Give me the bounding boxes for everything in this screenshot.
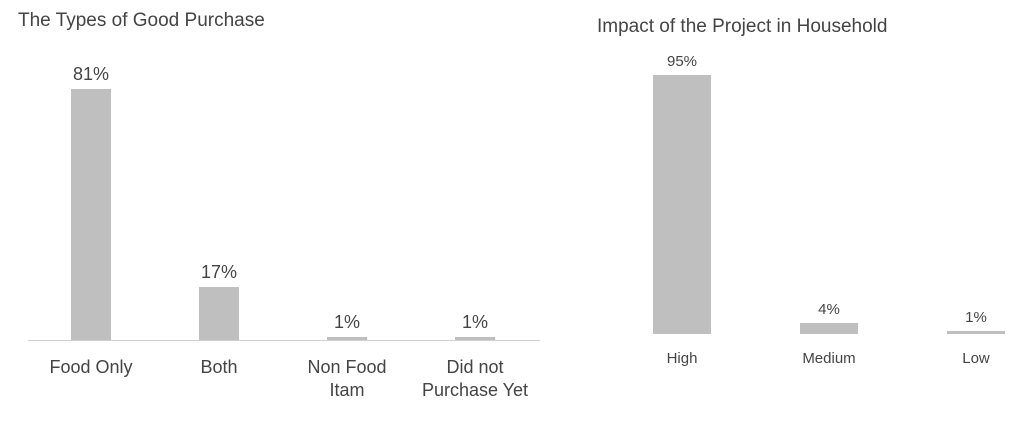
data-label: 17%: [200, 262, 238, 283]
bar: [199, 287, 239, 340]
data-label: 1%: [461, 311, 488, 332]
x-tick-label: Did not Purchase Yet: [421, 357, 529, 401]
data-label: 1%: [965, 309, 987, 327]
bar: [71, 88, 111, 340]
bar: [947, 331, 1005, 334]
data-label: 95%: [666, 52, 698, 70]
bar: [800, 323, 858, 334]
x-tick-label: Low: [962, 350, 990, 367]
axis-line: [28, 340, 540, 341]
x-tick-label: Food Only: [49, 357, 133, 377]
chart-title: The Types of Good Purchase: [18, 10, 265, 31]
bar: [653, 74, 711, 334]
data-label: 81%: [72, 63, 110, 84]
bar: [327, 336, 367, 340]
chart-title: Impact of the Project in Household: [597, 16, 888, 37]
x-tick-label: Non Food Itam: [307, 357, 387, 401]
data-label: 1%: [333, 311, 360, 332]
x-tick-label: Both: [200, 357, 238, 377]
data-label: 4%: [818, 301, 840, 319]
bar: [455, 336, 495, 340]
x-tick-label: High: [666, 350, 698, 367]
x-tick-label: Medium: [802, 350, 856, 367]
